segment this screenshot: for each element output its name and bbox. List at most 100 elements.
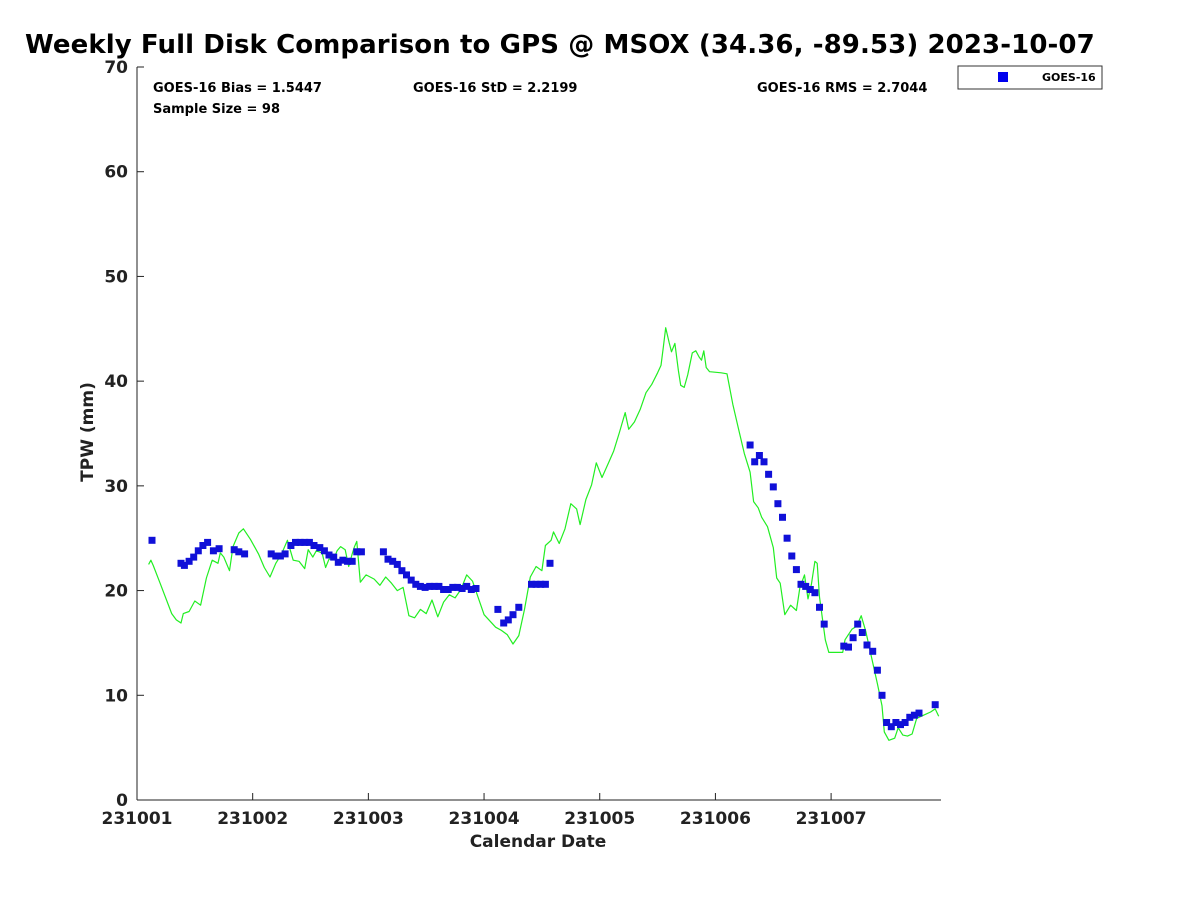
goes16-point [774,500,782,508]
goes16-point [816,603,823,611]
goes16-point [194,547,202,555]
y-tick-label: 40 [104,372,128,392]
goes16-point [500,619,508,627]
goes16-point [458,585,466,592]
goes16-point [472,585,480,592]
x-axis-label: Calendar Date [470,832,607,852]
goes16-point [811,589,819,597]
goes16-point [931,701,939,709]
y-tick-label: 0 [116,791,128,811]
goes16-point [230,546,238,554]
goes16-point [281,550,289,558]
goes16-point [393,560,401,568]
goes16-point [209,547,217,555]
goes16-point [276,552,284,560]
goes16-point [746,441,754,449]
goes16-point [849,634,857,642]
goes16-point [185,557,193,565]
goes16-point [421,583,429,591]
goes16-point [403,571,410,579]
goes16-point [869,647,877,655]
goes16-point [537,580,545,588]
goes16-point [389,557,397,565]
goes16-point [426,582,434,590]
goes16-point [235,548,243,556]
goes16-point [398,567,406,575]
goes16-series [148,441,939,731]
goes16-point [344,557,351,565]
goes16-point [883,719,891,726]
goes16-point [840,642,848,650]
x-tick-label: 231001 [102,809,173,829]
goes16-point [339,556,347,564]
goes16-point [435,582,443,590]
gps-line [148,327,940,741]
goes16-point [863,641,871,649]
goes16-point [330,553,338,561]
goes16-point [416,582,424,590]
goes16-point [788,552,796,560]
y-tick-label: 20 [104,582,128,602]
goes16-point [357,548,365,556]
goes16-point [215,545,223,553]
goes16-point [854,620,862,628]
goes16-point [463,582,471,590]
goes16-point [334,558,342,566]
goes16-point [797,580,805,588]
goes16-point [915,709,923,717]
goes16-point [528,580,535,588]
goes16-point [878,691,886,699]
x-tick-label: 231005 [564,809,635,829]
goes16-point [532,580,540,588]
goes16-point [453,583,461,591]
goes16-point [292,538,299,546]
bias-stat: GOES-16 Bias = 1.5447 [153,81,322,96]
y-tick-label: 60 [104,163,128,183]
goes16-point [755,452,763,459]
y-tick-label: 30 [104,477,128,497]
goes16-point [353,548,361,556]
y-tick-label: 50 [104,267,128,287]
x-tick-label: 231004 [449,809,520,829]
goes16-point [199,542,207,549]
goes16-point [296,538,304,546]
goes16-point [430,582,438,590]
goes16-point [783,534,791,542]
rms-stat: GOES-16 RMS = 2.7044 [757,81,927,96]
sample-size-stat: Sample Size = 98 [153,102,280,117]
goes16-point [892,719,900,726]
goes16-point [305,538,313,546]
axes: 0 10 20 30 40 50 60 70 231001 231002 231003 231004 2… [102,58,941,829]
goes16-point [449,583,457,591]
goes16-point [792,566,800,574]
goes16-point [287,542,295,549]
legend-marker-goes16 [998,72,1008,82]
goes16-point [873,666,881,674]
goes16-point [204,538,212,546]
y-tick-label: 70 [104,58,128,78]
legend-label-goes16: GOES-16 [1042,71,1096,84]
goes16-point [440,586,448,593]
goes16-point [906,713,914,721]
goes16-point [897,721,904,729]
goes16-point [494,605,502,613]
goes16-point [407,576,415,584]
goes16-point [348,557,356,565]
x-tick-label: 231003 [333,809,404,829]
x-tick-label: 231006 [680,809,751,829]
goes16-point [845,643,852,651]
goes16-point [267,550,275,558]
goes16-point [384,555,392,563]
goes16-point [467,586,475,593]
goes16-point [802,582,810,590]
goes16-point [515,603,523,611]
goes16-point [310,542,318,549]
x-tick-label: 231002 [217,809,288,829]
x-tick-label: 231007 [796,809,867,829]
goes16-point [760,458,768,466]
y-axis-label: TPW (mm) [78,382,98,482]
goes16-point [412,580,420,588]
legend-box [957,65,1103,90]
goes16-point [504,616,512,624]
